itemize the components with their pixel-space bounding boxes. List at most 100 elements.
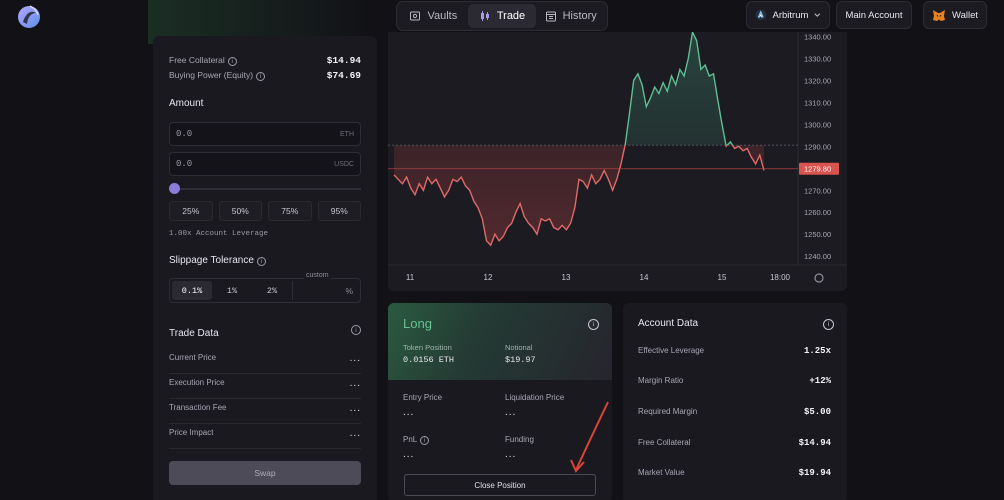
- info-icon[interactable]: i: [256, 72, 266, 81]
- slippage-option-1[interactable]: 1%: [226, 285, 238, 296]
- pnl-value: ...: [403, 449, 415, 460]
- transaction-fee-label: Transaction Fee: [169, 403, 227, 412]
- market-value-label: Market Value: [638, 468, 685, 477]
- area-above-baseline: [625, 32, 733, 146]
- account-data-title: Account Data: [638, 318, 699, 329]
- entry-price-label: Entry Price: [403, 393, 443, 402]
- tab-vaults-label: Vaults: [427, 10, 458, 22]
- account-label: Main Account: [845, 9, 903, 21]
- free-collateral-value: $14.94: [798, 438, 831, 448]
- pnl-label-wrap: PnL i: [403, 435, 430, 445]
- trade-data-row: Price Impact ...: [169, 424, 361, 449]
- wallet-label: Wallet: [951, 9, 978, 21]
- trade-data-row: Execution Price ...: [169, 374, 361, 399]
- swap-button[interactable]: Swap: [169, 461, 361, 485]
- entry-price-value: ...: [403, 407, 415, 418]
- margin-ratio-label: Margin Ratio: [638, 376, 684, 385]
- price-impact-value: ...: [349, 428, 361, 439]
- price-chart-svg: 1340.00 1330.00 1320.00 1310.00 1300.00 1290.…: [388, 32, 847, 283]
- y-tick-label: 1270.00: [804, 186, 831, 195]
- account-leverage-text: 1.00x Account Leverage: [169, 230, 269, 238]
- close-position-button[interactable]: Close Position: [404, 474, 596, 496]
- pct-75-button[interactable]: 75%: [268, 201, 312, 221]
- amount-slider-track[interactable]: [173, 188, 361, 190]
- network-selector[interactable]: Arbitrum: [746, 1, 830, 29]
- y-tick-label: 1320.00: [804, 76, 831, 85]
- y-tick-label: 1260.00: [804, 208, 831, 217]
- usdc-amount-value: 0.0: [176, 159, 193, 169]
- usdc-unit-label: USDC: [334, 160, 354, 168]
- calendar-icon: [545, 11, 556, 22]
- arbitrum-icon: [755, 9, 767, 21]
- tab-history[interactable]: History: [536, 4, 605, 28]
- account-row: Free Collateral $14.94: [638, 438, 831, 448]
- slippage-title: Slippage Tolerance i: [169, 255, 266, 266]
- price-chart[interactable]: 1340.00 1330.00 1320.00 1310.00 1300.00 1290.…: [388, 32, 847, 291]
- app-logo[interactable]: [14, 2, 44, 30]
- info-icon[interactable]: i: [823, 319, 834, 330]
- wallet-button[interactable]: Wallet: [923, 1, 987, 29]
- liquidation-price-label: Liquidation Price: [505, 393, 565, 402]
- required-margin-label: Required Margin: [638, 407, 698, 416]
- account-row: Market Value $19.94: [638, 468, 831, 478]
- pct-25-button[interactable]: 25%: [169, 201, 213, 221]
- usdc-amount-input[interactable]: 0.0 USDC: [169, 152, 361, 176]
- metamask-fox-icon: [932, 9, 945, 21]
- eth-amount-value: 0.0: [176, 129, 193, 139]
- custom-unit: %: [345, 285, 353, 296]
- price-impact-label: Price Impact: [169, 428, 214, 437]
- main-nav: Vaults Trade History: [396, 1, 608, 31]
- position-card: Long i Token Position 0.0156 ETH Notiona…: [388, 303, 612, 500]
- amount-title: Amount: [169, 98, 204, 109]
- x-tick-label: 12: [484, 273, 493, 282]
- x-tick-label: 18:00: [770, 273, 791, 282]
- account-data-card: Account Data i Effective Leverage 1.25x …: [623, 303, 847, 500]
- order-panel: Free Collateral i $14.94 Buying Power (Eq…: [153, 36, 377, 500]
- info-icon[interactable]: i: [420, 436, 430, 445]
- tab-vaults[interactable]: Vaults: [399, 4, 468, 28]
- info-icon[interactable]: i: [351, 325, 361, 335]
- liquidation-price-value: ...: [505, 407, 517, 418]
- info-icon[interactable]: i: [227, 57, 237, 66]
- slippage-custom-input[interactable]: %: [292, 281, 358, 300]
- custom-label: custom: [304, 272, 331, 279]
- tab-trade[interactable]: Trade: [467, 4, 537, 28]
- current-price-tag: [799, 162, 839, 175]
- current-price-label: Current Price: [169, 353, 217, 362]
- vault-icon: [410, 11, 421, 21]
- trade-data-title: Trade Data: [169, 328, 219, 339]
- current-price-value: ...: [349, 353, 361, 364]
- info-icon[interactable]: i: [588, 319, 599, 330]
- eth-amount-input[interactable]: 0.0 ETH: [169, 122, 361, 146]
- amount-slider-handle[interactable]: [169, 183, 180, 194]
- y-tick-label: 1310.00: [804, 98, 831, 107]
- trade-data-row: Transaction Fee ...: [169, 399, 361, 424]
- account-selector[interactable]: Main Account: [836, 1, 912, 29]
- info-icon[interactable]: i: [256, 257, 266, 266]
- buying-power-value: $74.69: [326, 70, 361, 81]
- slippage-option-0-1[interactable]: 0.1%: [172, 281, 212, 300]
- funding-value: ...: [505, 449, 517, 460]
- pct-95-button[interactable]: 95%: [317, 201, 361, 221]
- pct-50-button[interactable]: 50%: [218, 201, 262, 221]
- current-price-label: 1279.80: [804, 165, 831, 174]
- y-tick-label: 1250.00: [804, 230, 831, 239]
- free-collateral-label: Free Collateral: [638, 438, 691, 447]
- account-row: Required Margin $5.00: [638, 407, 831, 417]
- slippage-option-2[interactable]: 2%: [266, 285, 278, 296]
- transaction-fee-value: ...: [349, 403, 361, 414]
- free-collateral-value: $14.94: [326, 55, 361, 66]
- required-margin-value: $5.00: [803, 407, 831, 417]
- y-tick-label: 1300.00: [804, 120, 831, 129]
- x-tick-label: 13: [562, 273, 571, 282]
- tab-trade-label: Trade: [496, 10, 526, 22]
- chevron-down-icon: [814, 13, 821, 17]
- slippage-title-text: Slippage Tolerance: [169, 255, 254, 266]
- eth-unit-label: ETH: [340, 130, 354, 138]
- pnl-label: PnL: [403, 435, 418, 444]
- buying-power-label: Buying Power (Equity): [169, 70, 254, 80]
- position-title: Long: [403, 316, 432, 331]
- percent-buttons: 25% 50% 75% 95%: [169, 201, 361, 221]
- trade-data-row: Current Price ...: [169, 349, 361, 374]
- annotation-arrow: [570, 401, 609, 473]
